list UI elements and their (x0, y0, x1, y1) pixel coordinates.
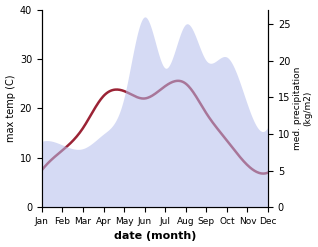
Y-axis label: med. precipitation
(kg/m2): med. precipitation (kg/m2) (293, 67, 313, 150)
X-axis label: date (month): date (month) (114, 231, 196, 242)
Y-axis label: max temp (C): max temp (C) (5, 75, 16, 142)
